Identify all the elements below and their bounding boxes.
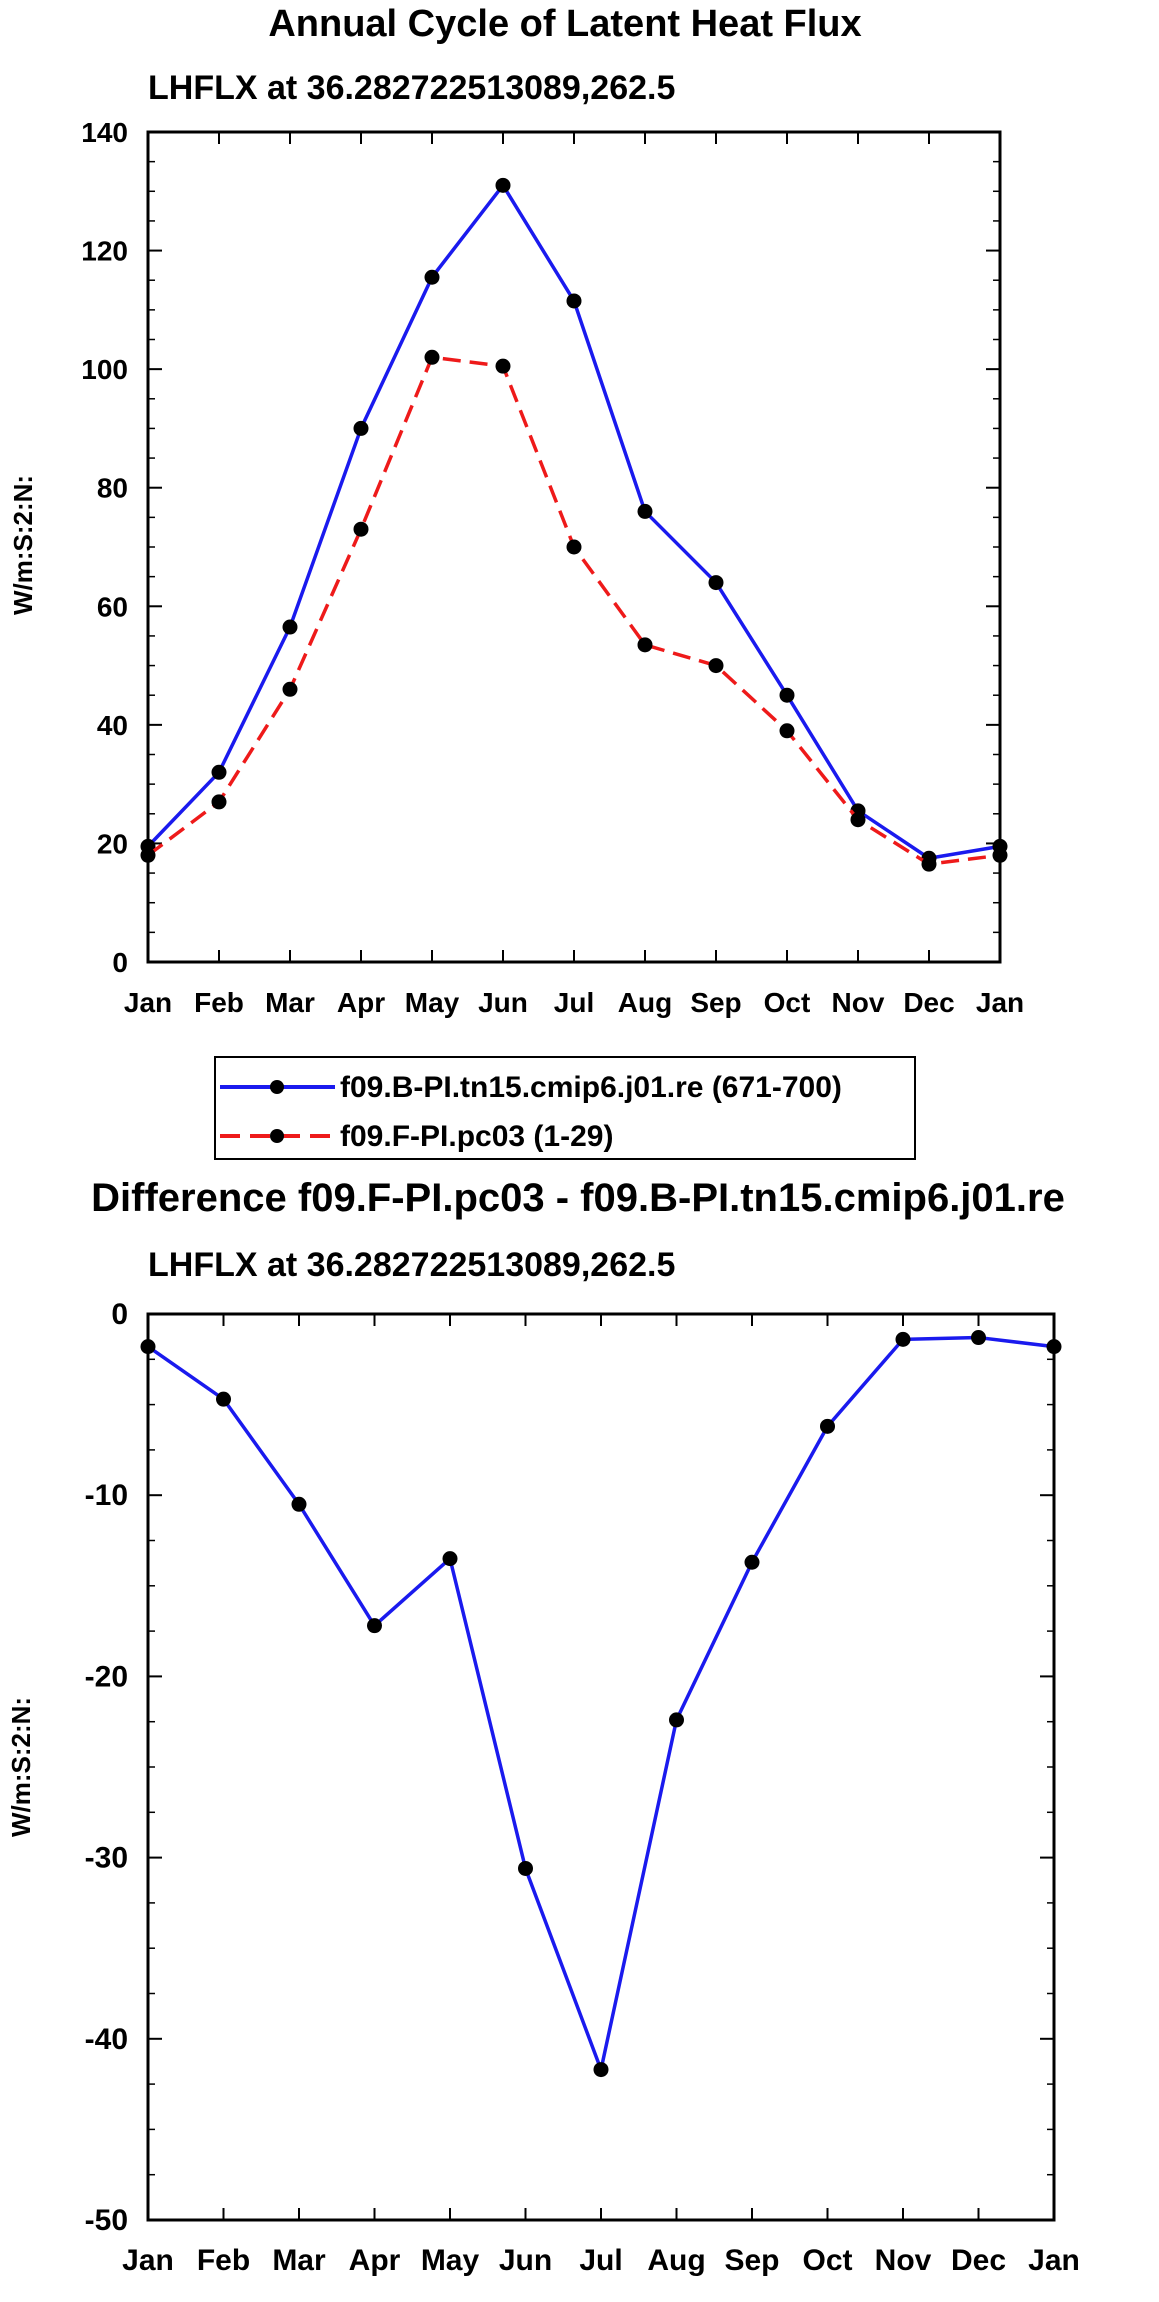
top-series-1-point (495, 177, 511, 193)
bottom-xtick-label: May (421, 2244, 480, 2277)
legend-label-series-2: f09.F-PI.pc03 (1-29) (340, 1120, 613, 1153)
bottom-xtick-label: Oct (802, 2244, 852, 2277)
bottom-ytick-label: -20 (85, 1660, 128, 1693)
bottom-chart-series (140, 1330, 1062, 2078)
legend-marker-series-1 (270, 1080, 284, 1094)
top-series-2-point (282, 681, 298, 697)
top-xtick-label: Oct (764, 987, 811, 1018)
bottom-xtick-label: Feb (197, 2244, 250, 2277)
bottom-xtick-label: Sep (724, 2244, 779, 2277)
top-series-1-line (146, 183, 1001, 860)
bottom-chart: Difference f09.F-PI.pc03 - f09.B-PI.tn15… (6, 1176, 1080, 2277)
top-series-1-point (424, 269, 440, 285)
top-xtick-label: Apr (337, 987, 385, 1018)
top-series-1-point (282, 619, 298, 635)
top-series-1-point (566, 293, 582, 309)
bottom-series-1-point (140, 1339, 156, 1355)
top-series-2-line (146, 355, 1001, 866)
bottom-xtick-label: Jan (1028, 2244, 1080, 2277)
top-series-2-point (637, 637, 653, 653)
bottom-series-1-point (971, 1330, 986, 1346)
top-series-2-point (424, 349, 440, 365)
bottom-plot-area (146, 1312, 1056, 2222)
top-xtick-label: Mar (265, 987, 315, 1018)
top-chart-ylabel: W/m:S:2:N: (8, 475, 38, 615)
legend-label-series-1: f09.B-PI.tn15.cmip6.j01.re (671-700) (340, 1071, 842, 1104)
top-xtick-label: Sep (690, 987, 741, 1018)
bottom-series-1-line (147, 1335, 1055, 2072)
legend-box (214, 1056, 916, 1160)
top-series-2-point (140, 847, 156, 863)
bottom-xtick-label: Mar (272, 2244, 326, 2277)
bottom-ytick-label: -40 (85, 2023, 128, 2056)
top-series-1-point (211, 764, 227, 780)
top-series-2-point (850, 812, 866, 828)
top-xtick-label: Dec (903, 987, 954, 1018)
bottom-chart-ylabel: W/m:S:2:N: (6, 1697, 36, 1837)
top-series-2-point (211, 794, 227, 810)
top-chart: Annual Cycle of Latent Heat Flux LHFLX a… (8, 3, 1024, 1018)
top-series-1-point (708, 575, 724, 591)
top-xtick-label: Feb (194, 987, 244, 1018)
top-xtick-label: Jan (124, 987, 172, 1018)
top-series-2-point (495, 358, 511, 374)
top-chart-axes: Jan Feb Mar Apr May Jun Jul Aug Sep Oct Nov Dec Jan 0… (81, 117, 1024, 1018)
bottom-xtick-label: Jan (122, 2244, 174, 2277)
bottom-series-1-point (820, 1418, 835, 1434)
top-series-2-point (708, 658, 724, 674)
top-series-2-point (992, 847, 1008, 863)
legend: f09.B-PI.tn15.cmip6.j01.re (671-700) f09… (214, 1056, 916, 1160)
bottom-xtick-label: Dec (951, 2244, 1006, 2277)
bottom-ytick-label: 0 (111, 1298, 128, 1331)
top-xtick-label: May (405, 987, 460, 1018)
bottom-series-1-point (895, 1331, 911, 1347)
top-series-1-point (779, 687, 795, 703)
top-ytick-label: 20 (97, 828, 128, 859)
top-ytick-label: 100 (81, 354, 128, 385)
bottom-ytick-label: -10 (85, 1479, 128, 1512)
bottom-series-1-point (442, 1551, 458, 1567)
top-chart-subtitle: LHFLX at 36.282722513089,262.5 (148, 69, 675, 107)
bottom-chart-axes: Jan Feb Mar Apr May Jun Jul Aug Sep Oct Nov Dec Jan -… (85, 1298, 1080, 2277)
bottom-xtick-label: Nov (875, 2244, 932, 2277)
top-chart-series (140, 177, 1008, 872)
top-ytick-label: 40 (97, 710, 128, 741)
top-series-1-point (637, 503, 653, 519)
top-ytick-label: 80 (97, 473, 128, 504)
bottom-series-1-point (216, 1391, 231, 1407)
top-ytick-label: 120 (81, 236, 128, 267)
bottom-xtick-label: Jun (499, 2244, 552, 2277)
top-series-2-point (921, 856, 937, 872)
top-series-2-point (353, 521, 369, 537)
top-xtick-label: Jan (976, 987, 1024, 1018)
top-chart-title: Annual Cycle of Latent Heat Flux (268, 3, 861, 45)
top-series-1-point (353, 420, 369, 436)
bottom-series-1-point (669, 1712, 684, 1728)
bottom-chart-subtitle: LHFLX at 36.282722513089,262.5 (148, 1246, 675, 1284)
top-xtick-label: Nov (832, 987, 885, 1018)
bottom-series-1-point (367, 1618, 382, 1634)
top-ytick-label: 60 (97, 591, 128, 622)
bottom-ytick-label: -30 (85, 1842, 128, 1875)
bottom-ytick-label: -50 (85, 2204, 128, 2237)
top-series-2-point (779, 723, 795, 739)
bottom-series-1-point (744, 1554, 760, 1570)
top-xtick-label: Aug (618, 987, 672, 1018)
bottom-xtick-label: Aug (647, 2244, 705, 2277)
top-ytick-label: 140 (81, 117, 128, 148)
bottom-series-1-point (1046, 1339, 1062, 1355)
bottom-xtick-label: Apr (349, 2244, 401, 2277)
top-xtick-label: Jul (554, 987, 594, 1018)
bottom-series-1-point (518, 1860, 533, 1876)
legend-marker-series-2 (270, 1129, 284, 1143)
top-xtick-label: Jun (478, 987, 528, 1018)
bottom-series-1-point (593, 2062, 609, 2078)
top-series-2-point (566, 539, 582, 555)
bottom-chart-title: Difference f09.F-PI.pc03 - f09.B-PI.tn15… (91, 1176, 1065, 1220)
bottom-series-1-point (291, 1496, 307, 1512)
top-ytick-label: 0 (112, 947, 128, 978)
bottom-xtick-label: Jul (579, 2244, 622, 2277)
